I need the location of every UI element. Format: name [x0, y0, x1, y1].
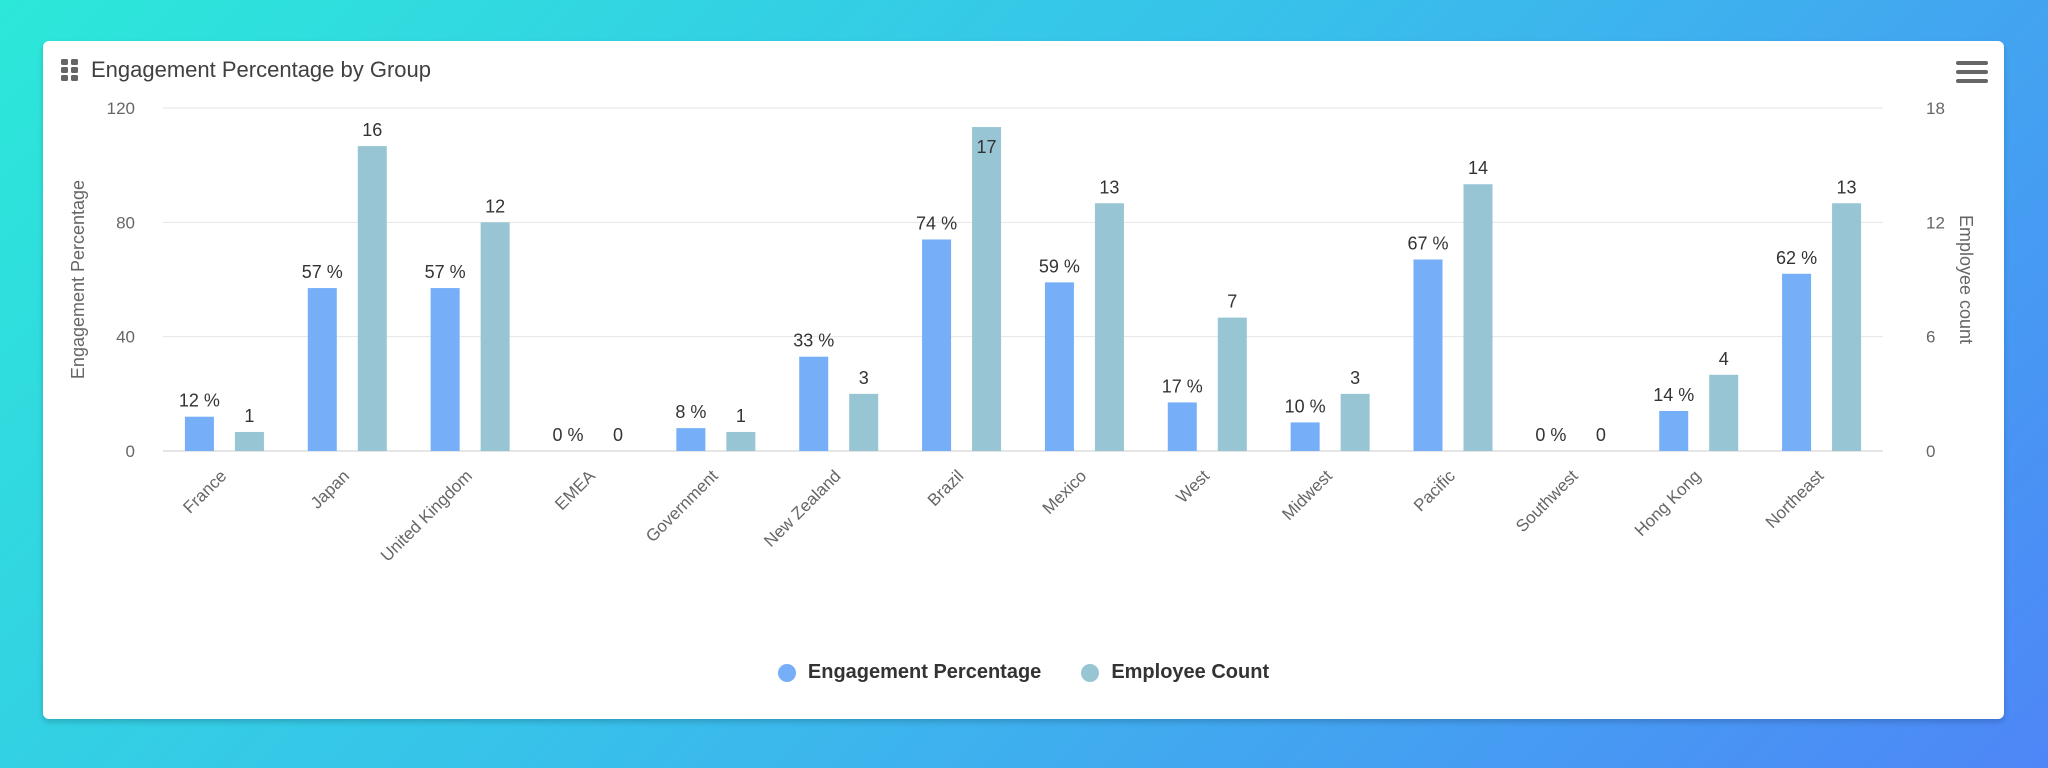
- x-tick-label: France: [179, 466, 230, 517]
- data-label-employee-count: 17: [977, 137, 997, 157]
- y-tick-label: 40: [116, 328, 135, 347]
- bar-engagement: [430, 288, 460, 451]
- data-label-engagement: 8 %: [675, 402, 706, 422]
- y2-tick-label: 6: [1926, 328, 1935, 347]
- x-tick-label: United Kingdom: [377, 466, 476, 565]
- x-tick-label: Northeast: [1762, 466, 1828, 532]
- bar-employee-count: [726, 431, 756, 451]
- data-label-employee-count: 0: [1596, 425, 1606, 445]
- data-label-engagement: 17 %: [1162, 376, 1203, 396]
- legend-swatch-engagement: [777, 663, 796, 682]
- data-label-employee-count: 0: [613, 425, 623, 445]
- bar-employee-count: [1094, 203, 1124, 451]
- data-label-employee-count: 14: [1468, 158, 1488, 178]
- x-tick-label: Pacific: [1410, 466, 1459, 515]
- bar-engagement: [1290, 422, 1320, 451]
- data-label-engagement: 10 %: [1285, 396, 1326, 416]
- legend-label-engagement: Engagement Percentage: [807, 661, 1042, 683]
- bar-employee-count: [480, 222, 510, 451]
- data-label-employee-count: 1: [736, 406, 746, 426]
- y-axis-title: Engagement Percentage: [68, 180, 88, 379]
- data-label-engagement: 57 %: [425, 262, 466, 282]
- card-header: Engagement Percentage by Group: [61, 55, 431, 85]
- data-label-employee-count: 12: [485, 196, 505, 216]
- data-label-employee-count: 13: [1099, 177, 1119, 197]
- bar-engagement: [799, 356, 829, 451]
- x-tick-label: West: [1173, 466, 1214, 507]
- bar-employee-count: [1463, 184, 1493, 451]
- chart-title: Engagement Percentage by Group: [91, 57, 432, 82]
- x-tick-label: Japan: [307, 466, 353, 512]
- x-tick-label: Brazil: [924, 466, 967, 509]
- bar-employee-count: [849, 393, 879, 451]
- legend-swatch-employee-count: [1081, 663, 1100, 682]
- bar-employee-count: [1217, 317, 1247, 451]
- chart-legend: Engagement Percentage Employee Count: [43, 661, 2004, 684]
- x-tick-label: Mexico: [1039, 466, 1091, 518]
- chart-card: Engagement Percentage by Group 0 40 80 120 0…: [43, 41, 2004, 719]
- y2-tick-label: 12: [1926, 213, 1945, 232]
- y-tick-label: 0: [126, 442, 135, 461]
- legend-label-employee-count: Employee Count: [1111, 661, 1270, 683]
- bar-engagement: [1782, 273, 1812, 451]
- x-tick-label: Midwest: [1278, 466, 1336, 524]
- bar-engagement: [1167, 402, 1197, 451]
- bar-employee-count: [1709, 374, 1739, 451]
- bar-employee-count: [234, 431, 264, 451]
- data-label-employee-count: 1: [244, 406, 254, 426]
- data-label-engagement: 12 %: [179, 391, 220, 411]
- y-tick-label: 80: [116, 213, 135, 232]
- data-label-engagement: 74 %: [916, 213, 957, 233]
- data-label-employee-count: 3: [859, 368, 869, 388]
- bar-employee-count: [1340, 393, 1370, 451]
- data-label-engagement: 57 %: [302, 262, 343, 282]
- data-label-engagement: 14 %: [1653, 385, 1694, 405]
- data-label-engagement: 33 %: [793, 331, 834, 351]
- bar-engagement: [1044, 282, 1074, 451]
- bar-employee-count: [972, 127, 1002, 452]
- bar-employee-count: [357, 146, 387, 451]
- bar-engagement: [922, 239, 952, 451]
- data-label-employee-count: 3: [1350, 368, 1360, 388]
- y2-tick-label: 0: [1926, 442, 1935, 461]
- legend-item-engagement[interactable]: Engagement Percentage: [777, 661, 1042, 684]
- bar-engagement: [676, 428, 706, 451]
- data-label-engagement: 67 %: [1407, 233, 1448, 253]
- data-label-engagement: 62 %: [1776, 248, 1817, 268]
- y-tick-label: 120: [107, 99, 135, 118]
- data-label-employee-count: 13: [1837, 177, 1857, 197]
- hamburger-menu-icon[interactable]: [1956, 59, 1988, 85]
- bar-engagement: [1413, 259, 1443, 451]
- bar-engagement: [307, 288, 337, 451]
- y2-tick-label: 18: [1926, 99, 1945, 118]
- bar-engagement: [1659, 410, 1689, 451]
- legend-item-employee-count[interactable]: Employee Count: [1081, 661, 1269, 684]
- x-tick-label: EMEA: [551, 466, 599, 514]
- data-label-engagement: 0 %: [552, 425, 583, 445]
- x-tick-label: Government: [642, 466, 722, 546]
- y2-axis-title: Employee count: [1956, 215, 1976, 344]
- data-label-engagement: 59 %: [1039, 256, 1080, 276]
- data-label-employee-count: 4: [1719, 349, 1729, 369]
- data-label-employee-count: 16: [362, 120, 382, 140]
- grid-dots-icon: [61, 59, 78, 81]
- bar-employee-count: [1832, 203, 1862, 451]
- bar-engagement: [184, 416, 214, 451]
- x-tick-label: Hong Kong: [1631, 466, 1705, 540]
- x-tick-label: New Zealand: [760, 466, 844, 550]
- data-label-engagement: 0 %: [1535, 425, 1566, 445]
- x-tick-label: Southwest: [1512, 466, 1582, 536]
- data-label-employee-count: 7: [1227, 292, 1237, 312]
